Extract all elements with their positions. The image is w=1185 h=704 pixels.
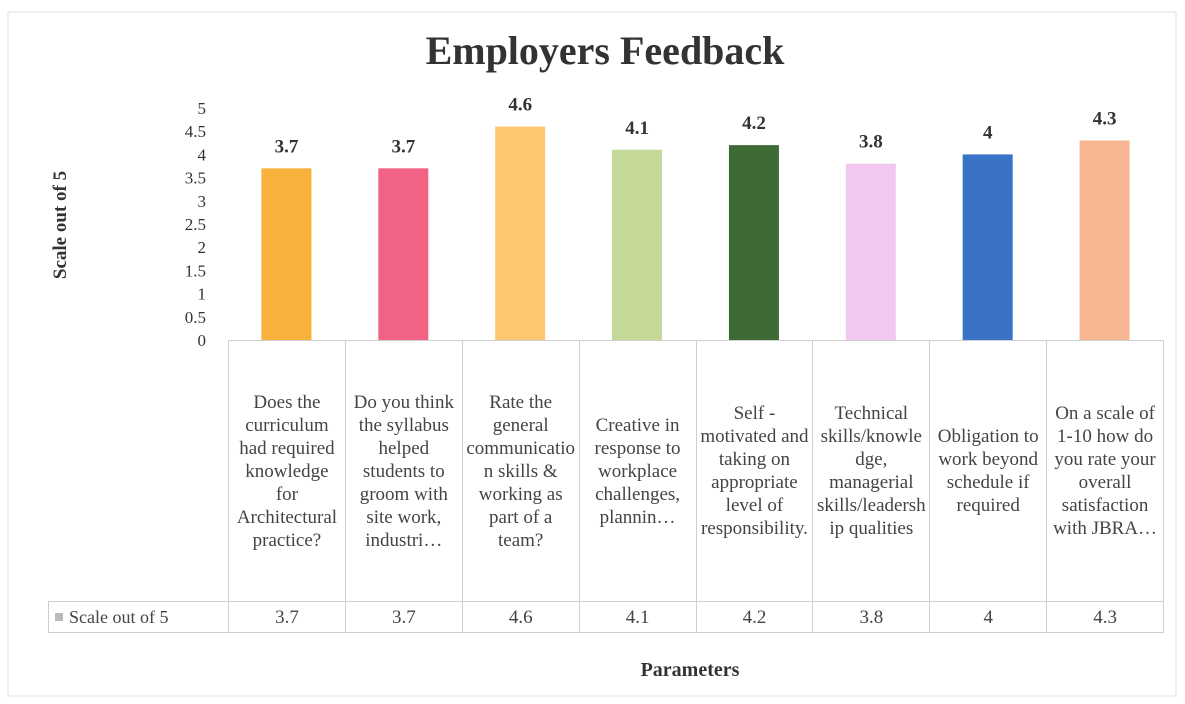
bar (261, 168, 312, 340)
data-label: 3.7 (391, 136, 415, 157)
category-cell: Obligation to work beyond schedule if re… (929, 340, 1048, 602)
y-tick-label: 2 (198, 238, 207, 257)
data-label: 4 (983, 122, 993, 143)
bar (845, 163, 896, 340)
y-tick-label: 0 (198, 331, 207, 350)
x-axis-label: Parameters (641, 659, 740, 681)
data-table-cell: 4.2 (695, 601, 814, 633)
bar (495, 126, 546, 340)
y-tick-label: 0.5 (185, 308, 206, 327)
legend-swatch (55, 613, 63, 621)
y-tick-label: 5 (198, 99, 207, 118)
legend-label: Scale out of 5 (69, 606, 169, 627)
y-tick-label: 4 (198, 145, 207, 164)
data-table-cell: 4.3 (1046, 601, 1164, 633)
data-label: 4.2 (742, 113, 766, 134)
y-tick-label: 1.5 (185, 261, 206, 280)
category-cell: Creative in response to workplace challe… (578, 340, 697, 602)
data-table-cell: 3.7 (228, 601, 346, 633)
data-table-cell: 4.1 (578, 601, 697, 633)
category-cell: Do you think the syllabus helped student… (344, 340, 463, 602)
y-tick-label: 3.5 (185, 169, 206, 188)
category-cell: On a scale of 1-10 how do you rate your … (1046, 340, 1164, 602)
data-label: 3.8 (859, 132, 883, 153)
y-tick-label: 2.5 (185, 215, 206, 234)
y-tick-label: 3 (198, 192, 207, 211)
category-cell: Rate the general communication skills & … (461, 340, 580, 602)
y-tick-label: 4.5 (185, 122, 206, 141)
data-label: 4.1 (625, 118, 649, 139)
data-label: 3.7 (275, 136, 299, 157)
legend-cell: Scale out of 5 (48, 601, 229, 633)
data-label: 4.3 (1093, 108, 1117, 129)
data-table-cell: 4.6 (461, 601, 580, 633)
category-cell: Technical skills/knowledge, managerial s… (812, 340, 931, 602)
bar (612, 149, 663, 340)
data-table-cell: 3.7 (344, 601, 463, 633)
data-label: 4.6 (508, 95, 532, 116)
chart-border (7, 11, 1177, 697)
y-tick-label: 1 (198, 285, 207, 304)
chart-title: Employers Feedback (426, 28, 786, 73)
bar (728, 145, 779, 340)
bar (1079, 140, 1130, 340)
y-axis-label: Scale out of 5 (50, 171, 71, 279)
category-cell: Self - motivated and taking on appropria… (695, 340, 814, 602)
bar (962, 154, 1013, 340)
category-cell: Does the curriculum had required knowled… (228, 340, 346, 602)
bar (378, 168, 429, 340)
data-table-cell: 4 (929, 601, 1048, 633)
data-table-cell: 3.8 (812, 601, 931, 633)
